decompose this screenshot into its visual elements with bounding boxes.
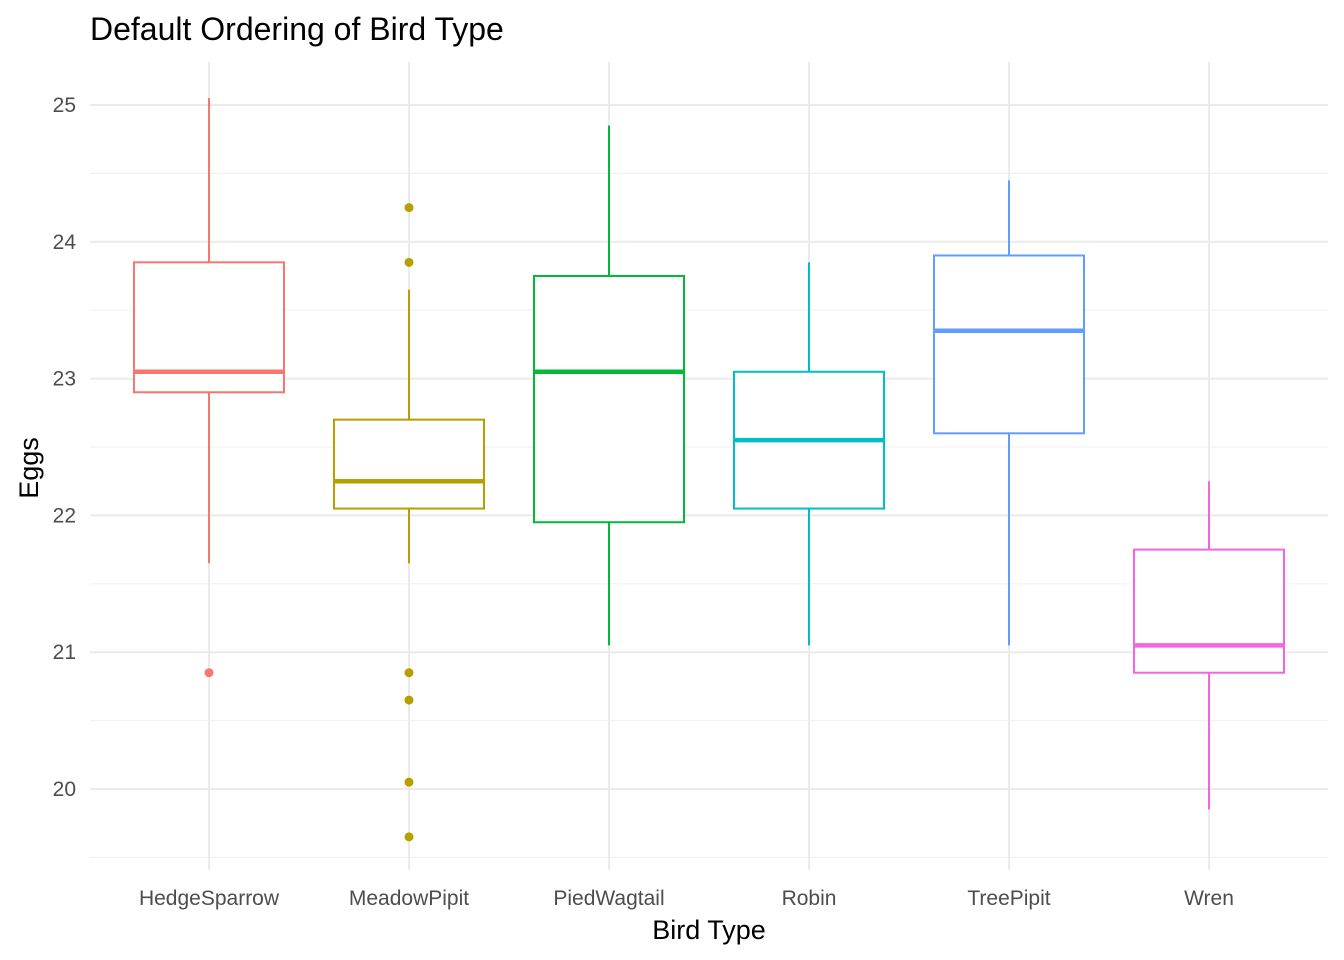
y-tick-label: 20: [53, 778, 76, 801]
x-tick-label: PiedWagtail: [553, 887, 664, 910]
outlier-point: [404, 203, 414, 213]
iqr-box: [533, 275, 685, 524]
box-HedgeSparrow: [133, 98, 285, 678]
x-tick-label: HedgeSparrow: [139, 887, 280, 910]
outlier-point: [404, 695, 414, 705]
outlier-point: [404, 832, 414, 842]
iqr-box: [933, 254, 1085, 435]
y-tick-label: 24: [53, 231, 77, 254]
box-Wren: [1133, 481, 1285, 810]
boxes: [133, 98, 1285, 842]
box-PiedWagtail: [533, 125, 685, 646]
iqr-box: [333, 418, 485, 510]
x-tick-label: Wren: [1184, 887, 1234, 910]
outlier-point: [404, 777, 414, 787]
box-Robin: [733, 262, 885, 646]
y-tick-label: 25: [53, 94, 76, 117]
x-tick-label: TreePipit: [967, 887, 1050, 910]
chart-title: Default Ordering of Bird Type: [90, 11, 504, 47]
iqr-box: [1133, 548, 1285, 674]
outlier-point: [404, 668, 414, 678]
y-axis-ticks: 20 21 22 23 24 25: [53, 94, 77, 801]
x-axis-title: Bird Type: [652, 915, 766, 945]
y-tick-label: 23: [53, 368, 76, 391]
grid: [90, 62, 1328, 870]
x-axis-ticks: HedgeSparrow MeadowPipit PiedWagtail Robin T…: [139, 887, 1234, 910]
x-tick-label: MeadowPipit: [349, 887, 469, 910]
box-TreePipit: [933, 180, 1085, 646]
y-tick-label: 21: [53, 641, 76, 664]
outlier-point: [204, 668, 214, 678]
y-tick-label: 22: [53, 504, 76, 527]
x-tick-label: Robin: [782, 887, 837, 910]
box-MeadowPipit: [333, 203, 485, 842]
outlier-point: [404, 257, 414, 267]
y-axis-title: Eggs: [14, 437, 44, 499]
